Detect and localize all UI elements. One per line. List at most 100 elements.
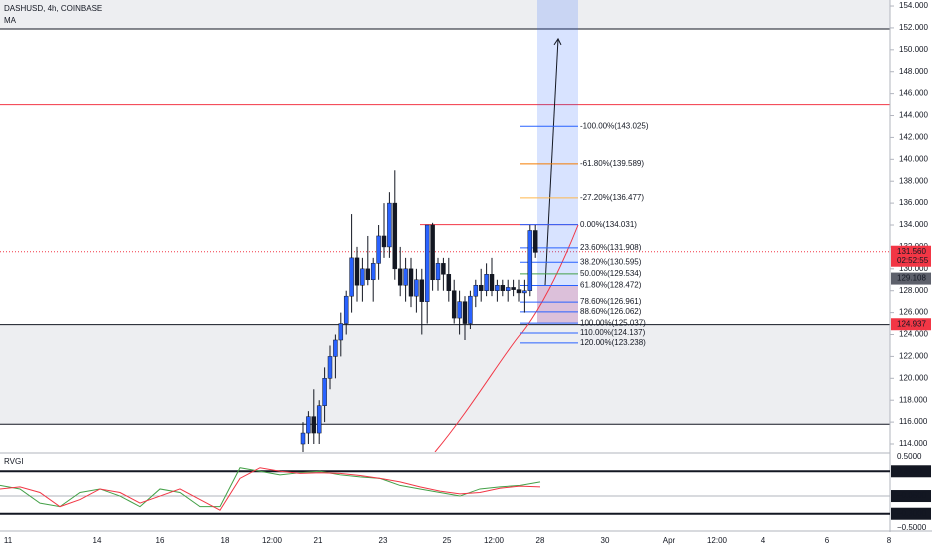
countdown: 02:52:55 <box>897 256 929 265</box>
fib-label: 78.60%(126.961) <box>580 297 642 306</box>
rvgi-tick-label: −0.5000 <box>897 523 927 532</box>
candle-body <box>316 405 322 434</box>
fib-label: 88.60%(126.062) <box>580 307 642 316</box>
fib-label: 110.00%(124.137) <box>580 328 646 337</box>
y-tick-label: 122.000 <box>899 352 928 361</box>
rvgi-badge <box>891 490 931 503</box>
price-badge <box>891 245 931 267</box>
candle-body <box>381 235 387 248</box>
zone <box>0 0 890 30</box>
fib-label: -61.80%(139.589) <box>580 159 644 168</box>
y-tick-label: 146.000 <box>899 89 928 98</box>
candle-body <box>505 287 511 291</box>
y-tick-label: 136.000 <box>899 198 928 207</box>
candle-body <box>451 290 457 319</box>
candle-body <box>349 257 354 297</box>
y-tick-label: 150.000 <box>899 45 928 54</box>
candle-body <box>522 290 527 294</box>
fib-label: 120.00%(123.238) <box>580 338 646 347</box>
arrow-head <box>553 37 562 46</box>
candle-body <box>403 268 408 286</box>
x-tick-label: 28 <box>536 536 545 545</box>
stop-box <box>537 285 578 324</box>
y-tick-label: 142.000 <box>899 133 928 142</box>
candle-body <box>300 432 306 445</box>
rvgi-line <box>0 467 541 508</box>
fib-label: 0.00%(134.031) <box>580 220 637 229</box>
y-tick-label: 144.000 <box>899 111 928 120</box>
candle-body <box>360 268 365 286</box>
x-tick-label: Apr <box>663 536 676 545</box>
fib-label: 50.00%(129.534) <box>580 269 642 278</box>
rvgi-badge-label: 0.3000 <box>897 466 922 475</box>
candle-body <box>365 268 371 281</box>
candle-body <box>397 268 403 286</box>
candle-body <box>495 284 500 291</box>
indicator: MA <box>4 16 17 25</box>
candle-body <box>430 224 435 281</box>
candle-body <box>457 301 462 319</box>
candle-body <box>338 323 344 341</box>
candle-body <box>327 356 333 379</box>
y-tick-label: 154.000 <box>899 1 928 10</box>
y-tick-label: 126.000 <box>899 308 928 317</box>
y-tick-label: 138.000 <box>899 176 928 185</box>
candle-body <box>408 268 414 297</box>
rvgi-badge <box>891 507 931 520</box>
fib-label: 61.80%(128.472) <box>580 281 642 290</box>
rvgi-badge <box>891 465 931 478</box>
candle-body <box>484 274 489 291</box>
candle-body <box>478 284 484 291</box>
candle-body <box>441 263 446 275</box>
x-tick-label: 16 <box>156 536 165 545</box>
rvgi-title: RVGI <box>4 457 23 466</box>
symbol: DASHUSD, 4h, COINBASE <box>4 4 102 13</box>
x-tick-label: 12:00 <box>707 536 728 545</box>
candle-body <box>527 230 533 291</box>
y-tick-label: 128.000 <box>899 286 928 295</box>
candle-body <box>511 287 516 290</box>
candle-body <box>532 230 538 253</box>
x-tick-label: 12:00 <box>262 536 283 545</box>
price-badge-label: 131.560 <box>897 247 926 256</box>
candle-body <box>306 416 311 434</box>
candle-body <box>446 274 452 291</box>
price-badge <box>891 272 931 285</box>
x-tick-label: 6 <box>825 536 830 545</box>
candle-body <box>489 274 495 291</box>
y-tick-label: 140.000 <box>899 154 928 163</box>
x-tick-label: 18 <box>221 536 230 545</box>
candle-body <box>392 202 398 270</box>
y-tick-label: 152.000 <box>899 23 928 32</box>
x-tick-label: 23 <box>379 536 388 545</box>
candle-body <box>311 416 317 434</box>
price-badge <box>891 318 931 331</box>
projection-arrow <box>544 38 559 286</box>
candle-body <box>468 295 473 324</box>
y-tick-label: 120.000 <box>899 373 928 382</box>
y-tick-label: 114.000 <box>899 439 928 448</box>
candle-body <box>322 378 327 406</box>
x-tick-label: 11 <box>4 536 13 545</box>
y-tick-label: 116.000 <box>899 417 928 426</box>
fib-label: -27.20%(136.477) <box>580 193 644 202</box>
y-tick-label: 148.000 <box>899 67 928 76</box>
price-pane: -100.00%(143.025) -61.80%(139.589) -27.20%… <box>0 0 890 452</box>
x-tick-label: 30 <box>601 536 610 545</box>
x-tick-label: 21 <box>314 536 323 545</box>
x-tick-label: 4 <box>761 536 766 545</box>
candle-body <box>376 235 381 264</box>
candle-body <box>500 284 506 291</box>
fib-label: -100.00%(143.025) <box>580 121 649 130</box>
fib-label: 23.60%(131.908) <box>580 243 642 252</box>
x-tick-label: 14 <box>93 536 102 545</box>
x-tick-label: 12:00 <box>484 536 505 545</box>
fib-label: 100.00%(125.037) <box>580 318 646 327</box>
candle-body <box>333 339 338 357</box>
rvgi-badge-label: −0.0500 <box>897 491 927 500</box>
candle-body <box>387 202 392 248</box>
candle-body <box>516 289 522 294</box>
rvgi-line <box>0 467 541 511</box>
